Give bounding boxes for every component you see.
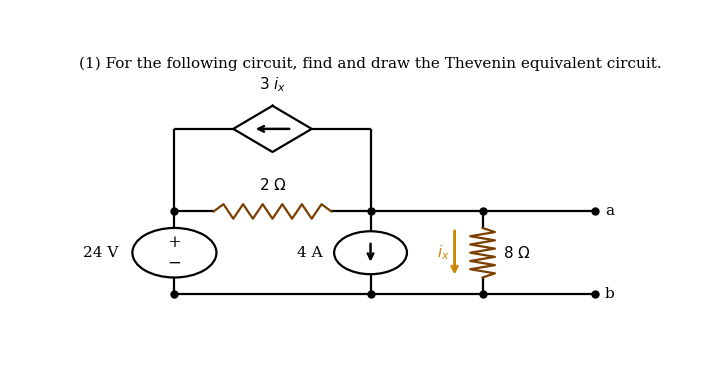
Text: b: b — [604, 287, 615, 301]
Text: $2\ \Omega$: $2\ \Omega$ — [259, 177, 286, 193]
Text: (1) For the following circuit, find and draw the Thevenin equivalent circuit.: (1) For the following circuit, find and … — [80, 56, 662, 71]
Text: +: + — [168, 234, 181, 251]
Text: −: − — [168, 255, 181, 272]
Text: a: a — [604, 205, 614, 218]
Text: 24 V: 24 V — [83, 246, 119, 260]
Text: 4 A: 4 A — [297, 246, 323, 260]
Text: $3\ i_x$: $3\ i_x$ — [259, 76, 286, 94]
Text: $8\ \Omega$: $8\ \Omega$ — [503, 245, 531, 261]
Text: $i_x$: $i_x$ — [437, 243, 450, 262]
